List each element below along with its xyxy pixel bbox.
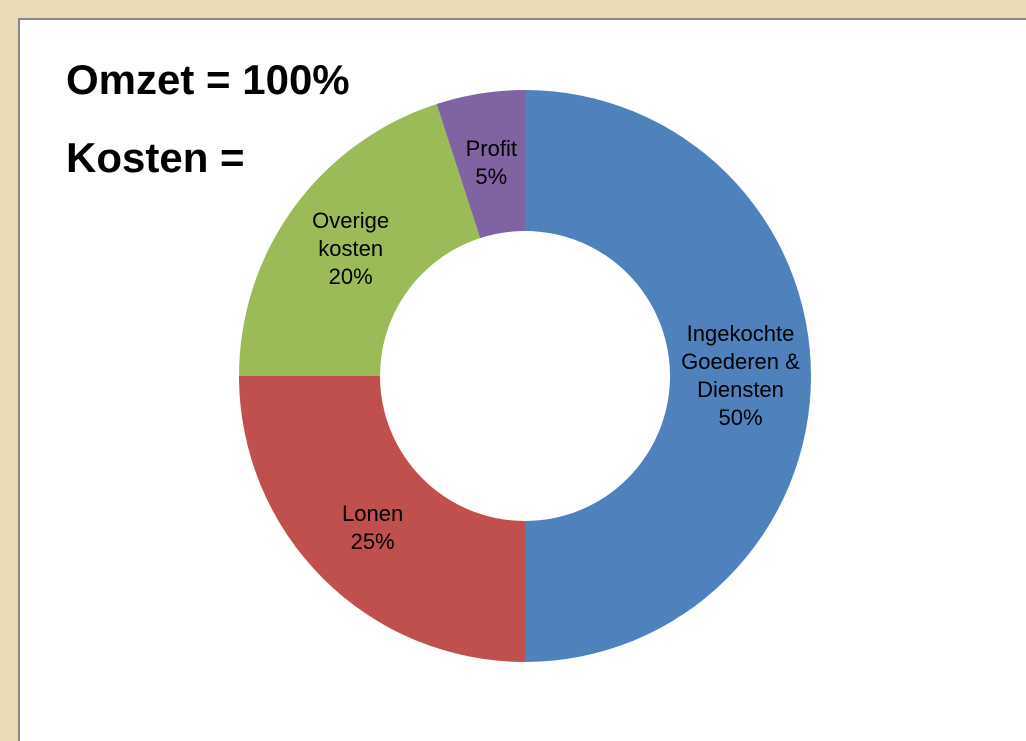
segment-label: Ingekochte Goederen & Diensten 50% xyxy=(676,320,806,432)
value-label: 5% xyxy=(475,164,508,190)
segment-label: Overige kosten 20% xyxy=(286,207,416,291)
category-label: Ingekochte Goederen & Diensten xyxy=(681,321,800,402)
donut-segment xyxy=(525,90,811,662)
segment-label: Lonen 25% xyxy=(308,500,438,556)
segment-label: Profit 5% xyxy=(426,135,556,191)
donut-segment xyxy=(239,376,525,662)
category-label: Overige kosten xyxy=(312,208,390,262)
chart-title: Omzet = 100% xyxy=(66,56,350,103)
value-label: 50% xyxy=(718,405,763,430)
category-label: Lonen xyxy=(342,501,404,527)
value-label: 20% xyxy=(328,264,373,290)
donut-segment xyxy=(436,90,525,239)
chart-subtitle: Kosten = xyxy=(66,134,245,181)
value-label: 25% xyxy=(350,529,395,555)
category-label: Profit xyxy=(465,136,517,162)
donut-segment xyxy=(239,103,481,376)
